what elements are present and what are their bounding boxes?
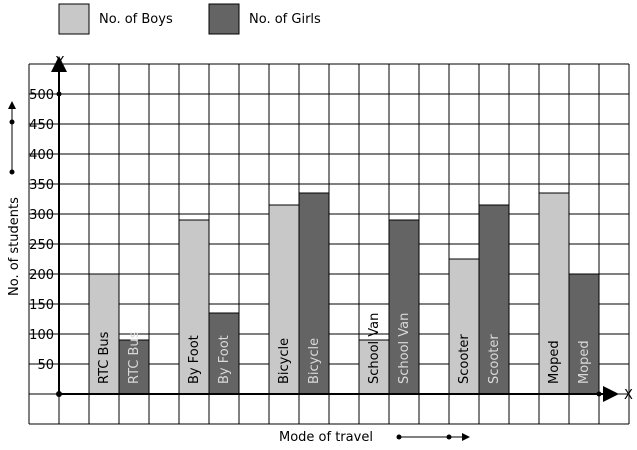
y-axis-letter: Y: [55, 55, 64, 70]
y-tick-label: 450: [29, 118, 54, 133]
bar-girls-rtc-bus: [118, 339, 150, 395]
bar-boys-scooter: [448, 258, 480, 395]
legend: No. of Boys No. of Girls: [58, 3, 321, 35]
y-tick-label: 50: [37, 358, 54, 373]
y-direction-dot-mid: [9, 119, 15, 125]
bar-label-boys-rtc-bus: RTC Bus: [97, 331, 112, 384]
bar-label-boys-scooter: Scooter: [457, 334, 472, 384]
bar-label-boys-by-foot: By Foot: [187, 335, 202, 384]
y-tick-label: 500: [29, 88, 54, 103]
legend-swatch-girls: [208, 3, 240, 35]
bar-boys-moped: [538, 192, 570, 395]
bar-boys-bicycle: [268, 204, 300, 395]
bar-girls-school-van: [388, 219, 420, 395]
bar-label-girls-bicycle: Bicycle: [307, 338, 322, 384]
bar-label-girls-by-foot: By Foot: [217, 335, 232, 384]
legend-swatch-boys: [58, 3, 90, 35]
bar-label-girls-school-van: School Van: [397, 313, 412, 384]
bar-boys-rtc-bus: [88, 273, 120, 395]
bar-boys-school-van: [358, 339, 390, 395]
y-tick-label: 100: [29, 328, 54, 343]
y-tick-label: 400: [29, 148, 54, 163]
y-tick-label: 350: [29, 178, 54, 193]
bar-label-boys-moped: Moped: [547, 340, 562, 384]
bars: RTC Bus RTC Bus By Foot By Foot Bicycle Bicyc…: [88, 192, 600, 395]
y-axis-title: No. of students: [7, 197, 22, 296]
bar-label-girls-moped: Moped: [577, 340, 592, 384]
y-tick-label: 200: [29, 268, 54, 283]
y-direction-arrow: [8, 101, 16, 175]
x-axis-title: Mode of travel: [279, 430, 373, 445]
bar-label-boys-school-van: School Van: [367, 313, 382, 384]
legend-label-boys: No. of Boys: [99, 12, 173, 27]
bar-label-girls-rtc-bus: RTC Bus: [127, 331, 142, 384]
bar-boys-by-foot: [178, 219, 210, 395]
y-tick-label: 250: [29, 238, 54, 253]
bar-label-boys-bicycle: Bicycle: [277, 338, 292, 384]
axes: [51, 56, 619, 402]
x-direction-arrow: [396, 433, 470, 441]
bar-girls-scooter: [478, 204, 510, 395]
x-axis-end-dot: [596, 391, 602, 397]
x-direction-dot-start: [396, 434, 402, 440]
y-direction-dot-start: [9, 169, 15, 175]
origin-dot: [56, 391, 62, 397]
bar-girls-moped: [568, 273, 600, 395]
y-tick-label: 150: [29, 298, 54, 313]
y-tick-label: 300: [29, 208, 54, 223]
bar-label-girls-scooter: Scooter: [487, 334, 502, 384]
y-tick-labels: 50 100 150 200 250 300 350 400 450 500: [29, 88, 59, 373]
legend-label-girls: No. of Girls: [249, 12, 321, 27]
x-direction-dot-mid: [446, 434, 452, 440]
x-axis-letter: X: [624, 388, 633, 403]
